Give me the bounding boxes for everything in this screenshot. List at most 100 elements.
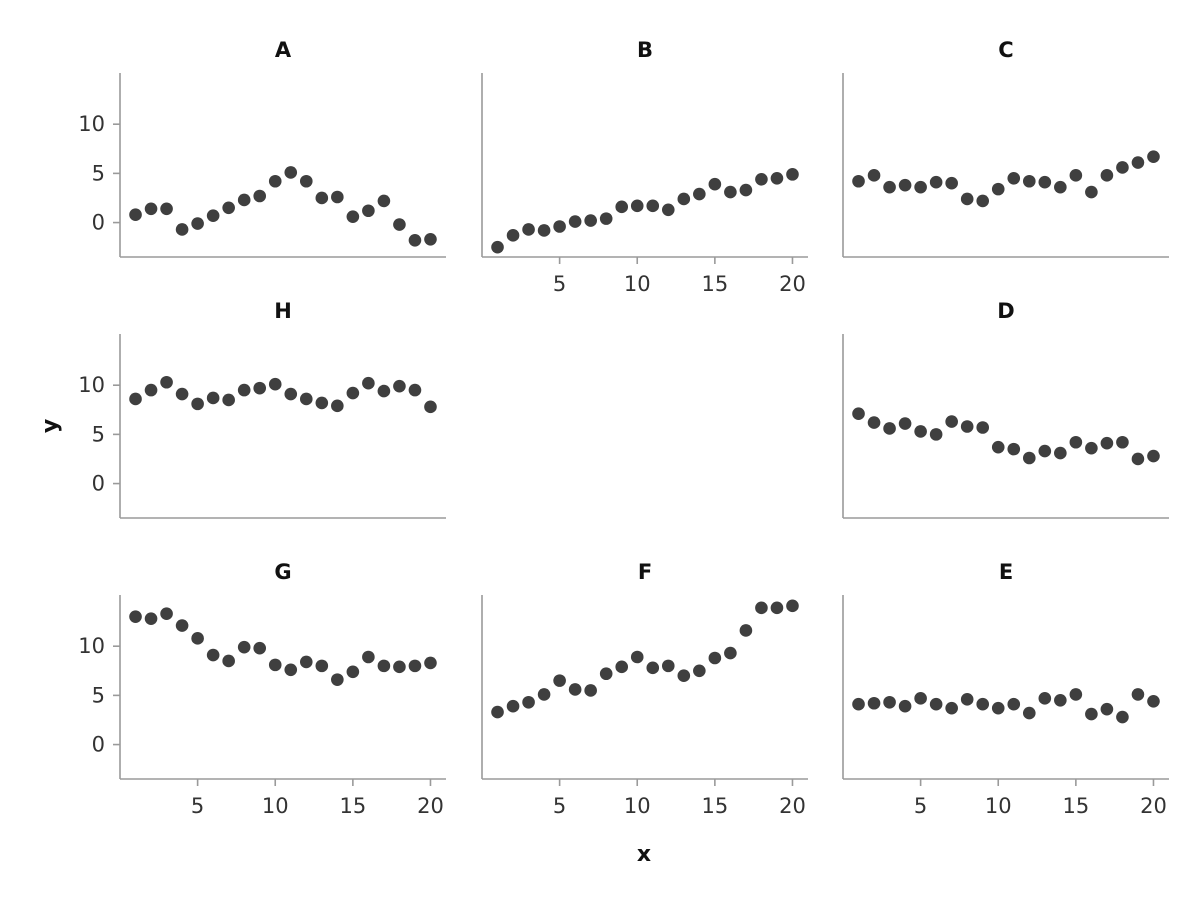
panel-e-point xyxy=(1069,688,1083,701)
panel-a-title: A xyxy=(275,38,292,62)
panel-g: G 0 5 10 5 10 15 20 xyxy=(78,560,446,818)
panel-b-point xyxy=(786,168,799,181)
panel-b-point xyxy=(615,200,629,214)
panel-a-point xyxy=(268,174,282,188)
panel-g-point xyxy=(393,660,406,674)
panel-b-point xyxy=(755,172,768,186)
panel-a-point xyxy=(129,208,142,221)
panel-b-point xyxy=(568,215,582,228)
panel-f-point xyxy=(693,664,706,678)
panel-h-point xyxy=(424,400,437,414)
panel-c-point xyxy=(1085,185,1098,199)
panel-g-point xyxy=(129,610,142,623)
panel-a-point xyxy=(191,217,204,230)
panel-d-point xyxy=(976,421,990,434)
panel-b-point xyxy=(553,220,566,233)
panel-h-point xyxy=(377,384,391,398)
panel-e-point xyxy=(914,692,927,705)
panel-a-point xyxy=(237,193,251,207)
panel-e-point xyxy=(898,699,912,713)
panel-f-point xyxy=(491,705,504,719)
panel-g-point xyxy=(237,640,251,654)
panel-h-point xyxy=(299,392,313,406)
panel-g-y-tick-label: 0 xyxy=(92,733,105,757)
panel-b-point xyxy=(677,192,691,206)
panel-c-point xyxy=(960,192,974,206)
panel-f-point xyxy=(553,674,566,687)
panel-g-point xyxy=(206,648,220,662)
panel-g-point xyxy=(268,658,282,672)
panel-c-point xyxy=(976,194,990,208)
panel-c-point xyxy=(1022,174,1036,188)
panel-e-point xyxy=(960,693,974,706)
panel-h-point xyxy=(393,379,406,393)
panel-b-title: B xyxy=(637,38,653,62)
panel-b-x-tick-label: 15 xyxy=(701,272,728,296)
panel-h-point xyxy=(284,387,298,401)
panel-e-point xyxy=(1054,693,1067,707)
panel-f-point xyxy=(739,624,753,637)
panel-e-x-tick-label: 10 xyxy=(985,794,1012,818)
panel-e-point xyxy=(976,697,990,711)
panel-e-point xyxy=(945,701,958,715)
panel-a-point xyxy=(222,201,235,215)
panel-d-point xyxy=(852,407,865,421)
panel-g-point xyxy=(175,619,189,632)
panel-e-point xyxy=(883,695,896,709)
panel-g-point xyxy=(377,659,391,673)
panel-f-x-tick-label: 20 xyxy=(779,794,806,818)
panel-c-point xyxy=(1007,171,1021,185)
panel-c-point xyxy=(1116,161,1129,174)
panel-d-title: D xyxy=(997,299,1014,323)
panel-f-x-tick-label: 5 xyxy=(553,794,566,818)
panel-f-x-tick-label: 10 xyxy=(624,794,651,818)
panel-b-point xyxy=(724,185,737,199)
panel-b-point xyxy=(522,223,535,236)
panel-f-point xyxy=(599,667,613,681)
panel-b-x-tick-label: 10 xyxy=(624,272,651,296)
panel-g-x-tick-label: 20 xyxy=(417,794,444,818)
panel-c-point xyxy=(1054,180,1067,194)
panel-a-point xyxy=(393,218,406,231)
panel-a-point xyxy=(175,223,189,236)
panel-h-point xyxy=(206,391,220,405)
panel-h-point xyxy=(175,387,189,401)
panel-f-point xyxy=(755,601,768,615)
panel-a-point xyxy=(253,189,267,203)
panel-g-point xyxy=(299,655,313,669)
panel-b-point xyxy=(770,171,784,185)
panel-f-point xyxy=(724,646,737,660)
panel-f-point xyxy=(537,688,551,701)
panel-e-point xyxy=(1038,692,1052,705)
panel-e-x-tick-label: 5 xyxy=(914,794,927,818)
panel-f-x-tick-label: 15 xyxy=(701,794,728,818)
panel-b-x-tick-label: 5 xyxy=(553,272,566,296)
panel-h-point xyxy=(191,397,204,411)
panel-h-point xyxy=(222,393,235,407)
x-axis-title: x xyxy=(637,842,651,867)
panel-h-y-tick-label: 5 xyxy=(92,422,105,446)
panel-f-point xyxy=(568,683,582,696)
panel-f-title: F xyxy=(638,560,652,584)
panel-a-y-tick-label: 5 xyxy=(92,161,105,185)
panel-e: E 5 10 15 20 xyxy=(842,560,1169,818)
panel-d-point xyxy=(883,422,896,435)
panel-e-point xyxy=(1116,710,1129,724)
panel-f-point xyxy=(522,695,535,709)
panel-d-point xyxy=(1131,452,1145,466)
panel-b: B 5 10 15 20 xyxy=(481,38,808,296)
panel-d-point xyxy=(1100,436,1114,450)
panel-c-point xyxy=(914,180,927,194)
panel-e-x-tick-label: 15 xyxy=(1062,794,1089,818)
panel-e-point xyxy=(1147,694,1160,708)
panel-g-point xyxy=(346,665,360,679)
panel-d: D xyxy=(842,299,1169,519)
panel-e-x-tick-label: 20 xyxy=(1140,794,1167,818)
panel-b-x-tick-label: 20 xyxy=(779,272,806,296)
panel-a-point xyxy=(315,191,329,205)
panel-d-point xyxy=(914,425,927,438)
panel-g-point xyxy=(222,654,235,668)
panel-e-title: E xyxy=(999,560,1013,584)
panel-c-title: C xyxy=(998,38,1013,62)
panel-b-point xyxy=(646,199,660,213)
